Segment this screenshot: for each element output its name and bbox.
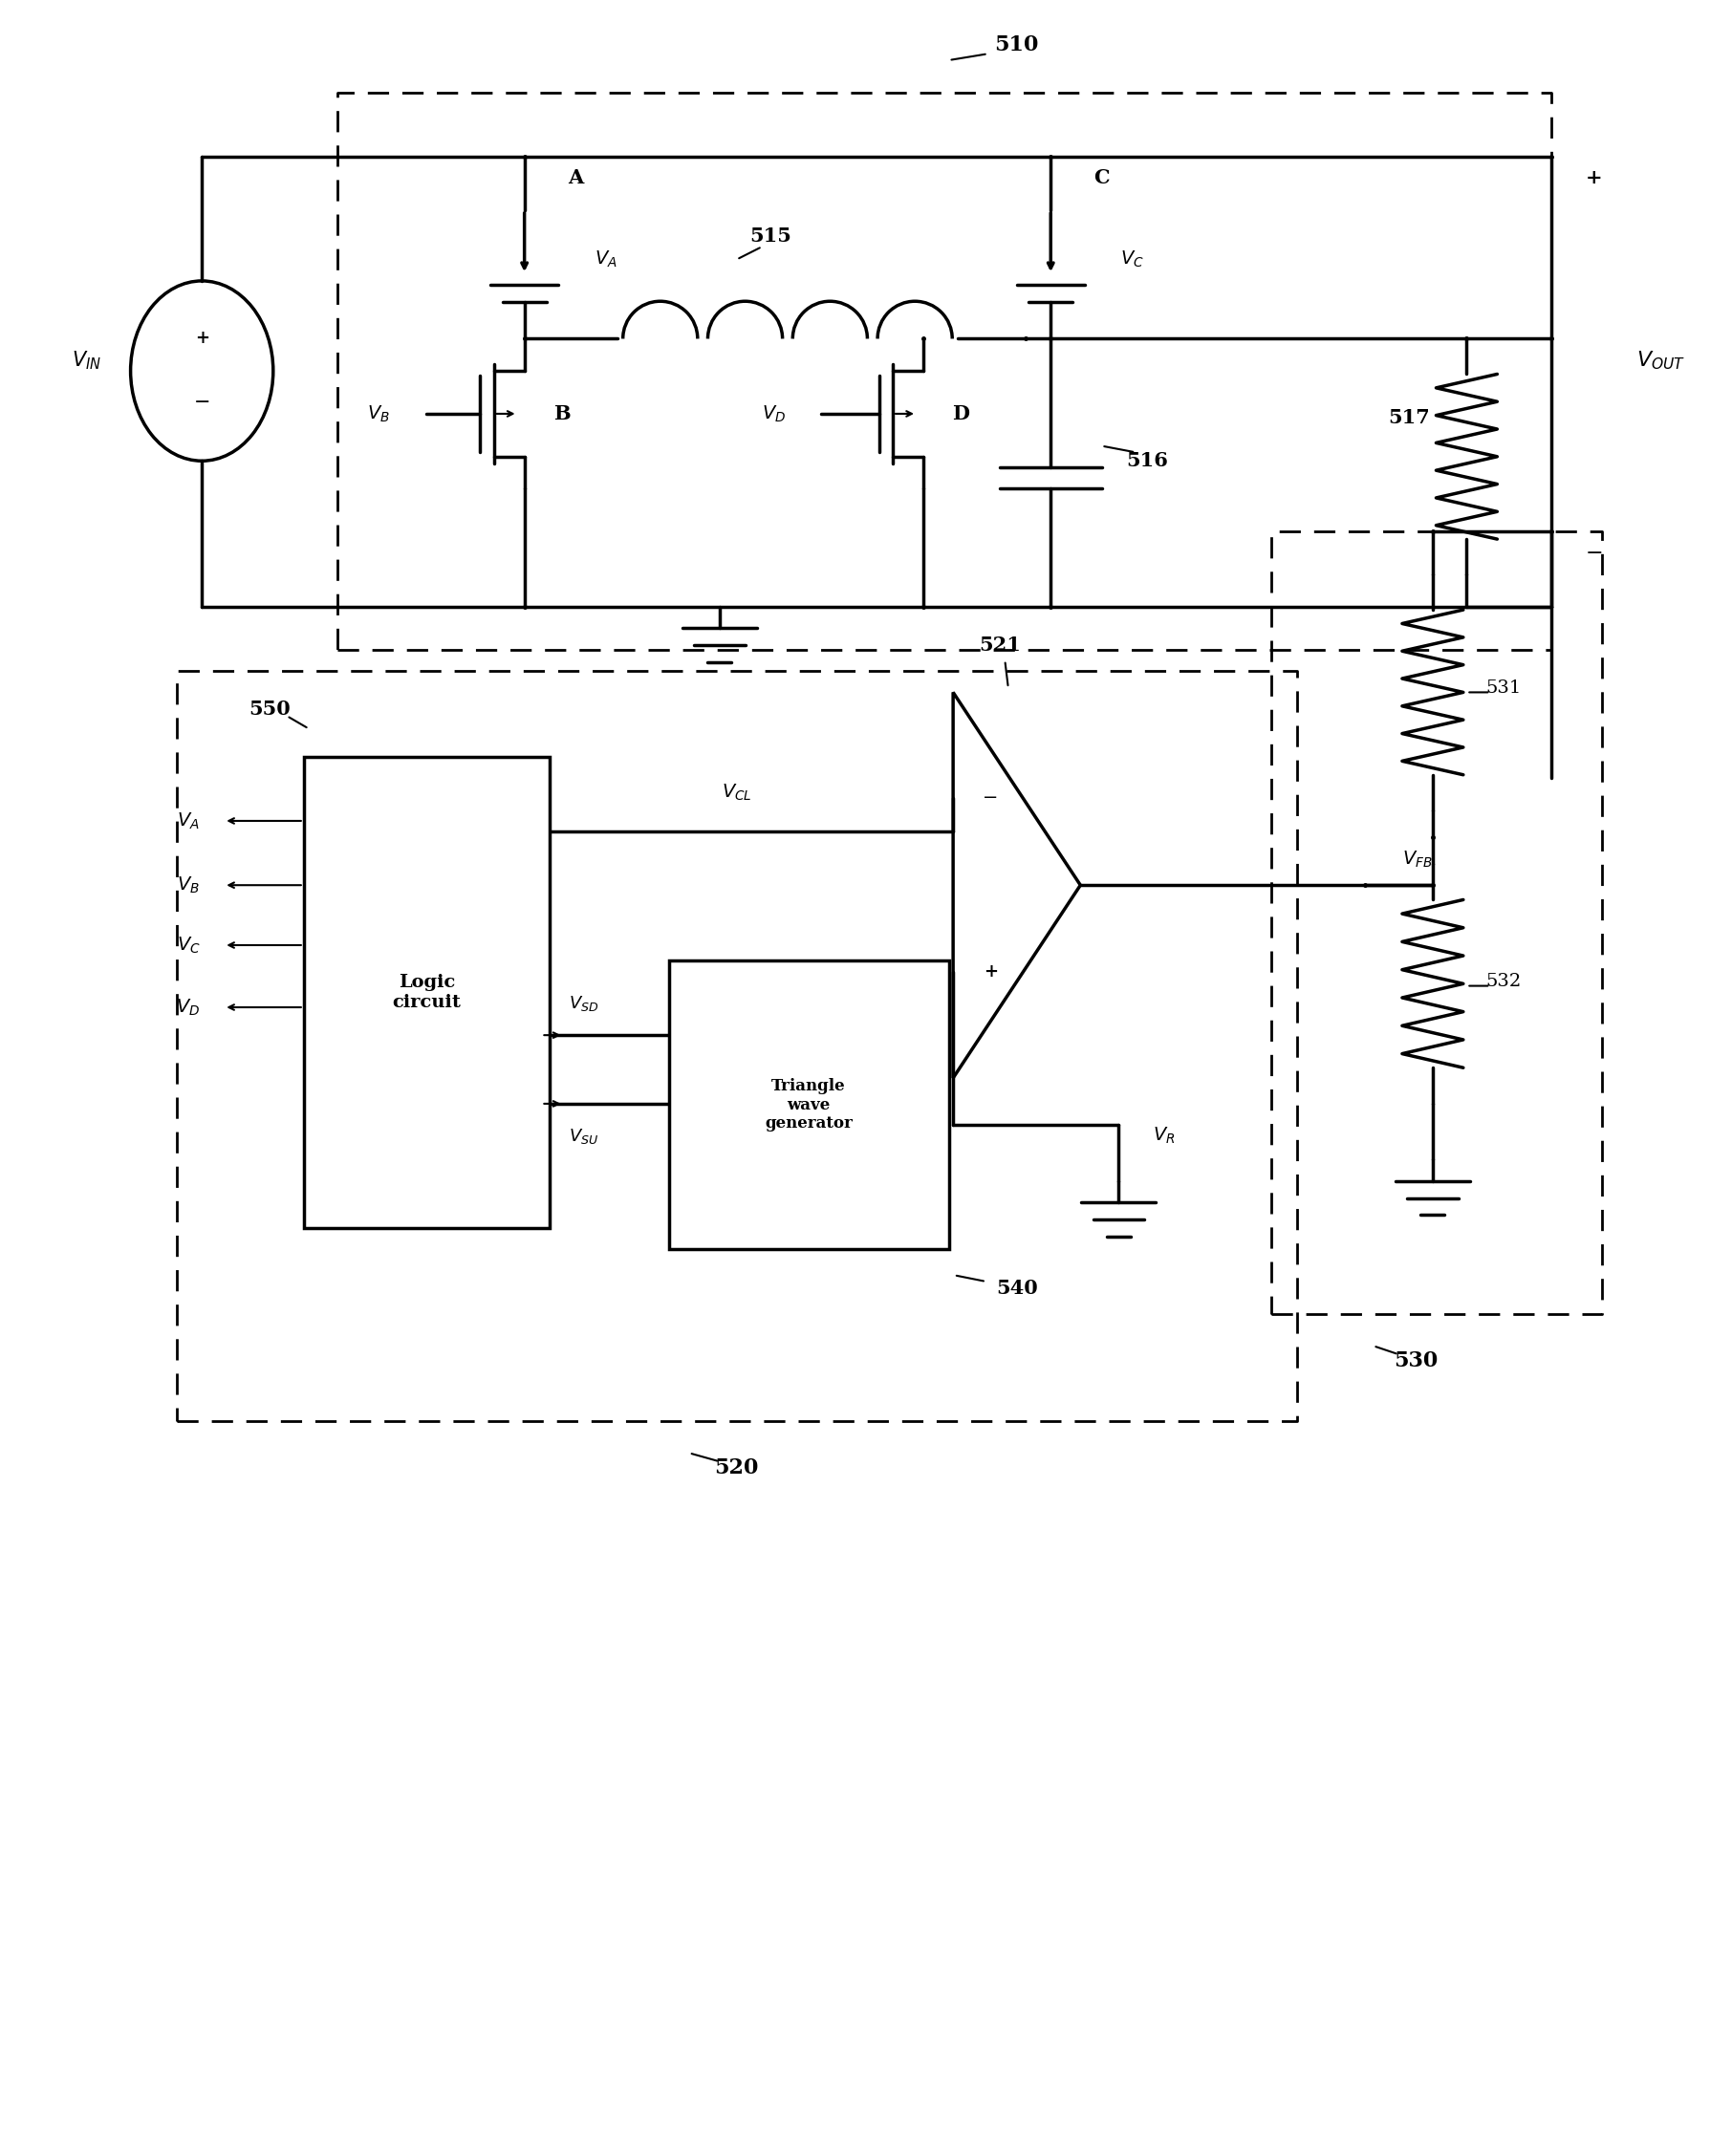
- Text: $V_{IN}$: $V_{IN}$: [72, 349, 101, 371]
- Text: $V_B$: $V_B$: [368, 403, 390, 425]
- Text: Logic
circuit: Logic circuit: [392, 975, 462, 1011]
- Text: +: +: [983, 964, 997, 981]
- Text: A: A: [568, 168, 583, 188]
- Text: 521: 521: [978, 636, 1021, 655]
- Text: $V_D$: $V_D$: [761, 403, 785, 425]
- Text: Triangle
wave
generator: Triangle wave generator: [764, 1078, 852, 1132]
- Text: C: C: [1093, 168, 1110, 188]
- Text: 510: 510: [994, 34, 1038, 56]
- Text: 531: 531: [1486, 679, 1520, 696]
- Text: 550: 550: [248, 701, 291, 718]
- Text: 517: 517: [1387, 407, 1430, 427]
- FancyBboxPatch shape: [669, 959, 949, 1250]
- Text: $V_B$: $V_B$: [176, 875, 200, 895]
- FancyBboxPatch shape: [304, 757, 549, 1229]
- Text: +: +: [1585, 168, 1602, 188]
- Text: $V_{OUT}$: $V_{OUT}$: [1635, 349, 1684, 371]
- Text: $V_{SD}$: $V_{SD}$: [568, 994, 598, 1013]
- Text: $V_{CL}$: $V_{CL}$: [722, 783, 751, 804]
- Text: $V_A$: $V_A$: [595, 250, 617, 270]
- Text: D: D: [951, 403, 970, 423]
- Text: B: B: [552, 403, 569, 423]
- Text: 520: 520: [715, 1457, 758, 1479]
- Text: −: −: [193, 395, 210, 412]
- Text: +: +: [195, 330, 209, 347]
- Text: 515: 515: [749, 226, 792, 246]
- Text: −: −: [1583, 543, 1602, 563]
- Text: 532: 532: [1486, 972, 1520, 990]
- Text: $V_A$: $V_A$: [176, 811, 200, 830]
- Text: $V_D$: $V_D$: [176, 996, 200, 1018]
- Text: $V_R$: $V_R$: [1153, 1125, 1175, 1147]
- Text: $V_C$: $V_C$: [1120, 250, 1144, 270]
- Text: −: −: [982, 789, 997, 806]
- Text: $V_C$: $V_C$: [176, 936, 200, 955]
- Text: $V_{SU}$: $V_{SU}$: [568, 1125, 598, 1145]
- Text: 530: 530: [1394, 1350, 1436, 1371]
- Text: $V_{FB}$: $V_{FB}$: [1402, 849, 1431, 869]
- Text: 540: 540: [995, 1279, 1036, 1298]
- Text: 516: 516: [1125, 451, 1168, 470]
